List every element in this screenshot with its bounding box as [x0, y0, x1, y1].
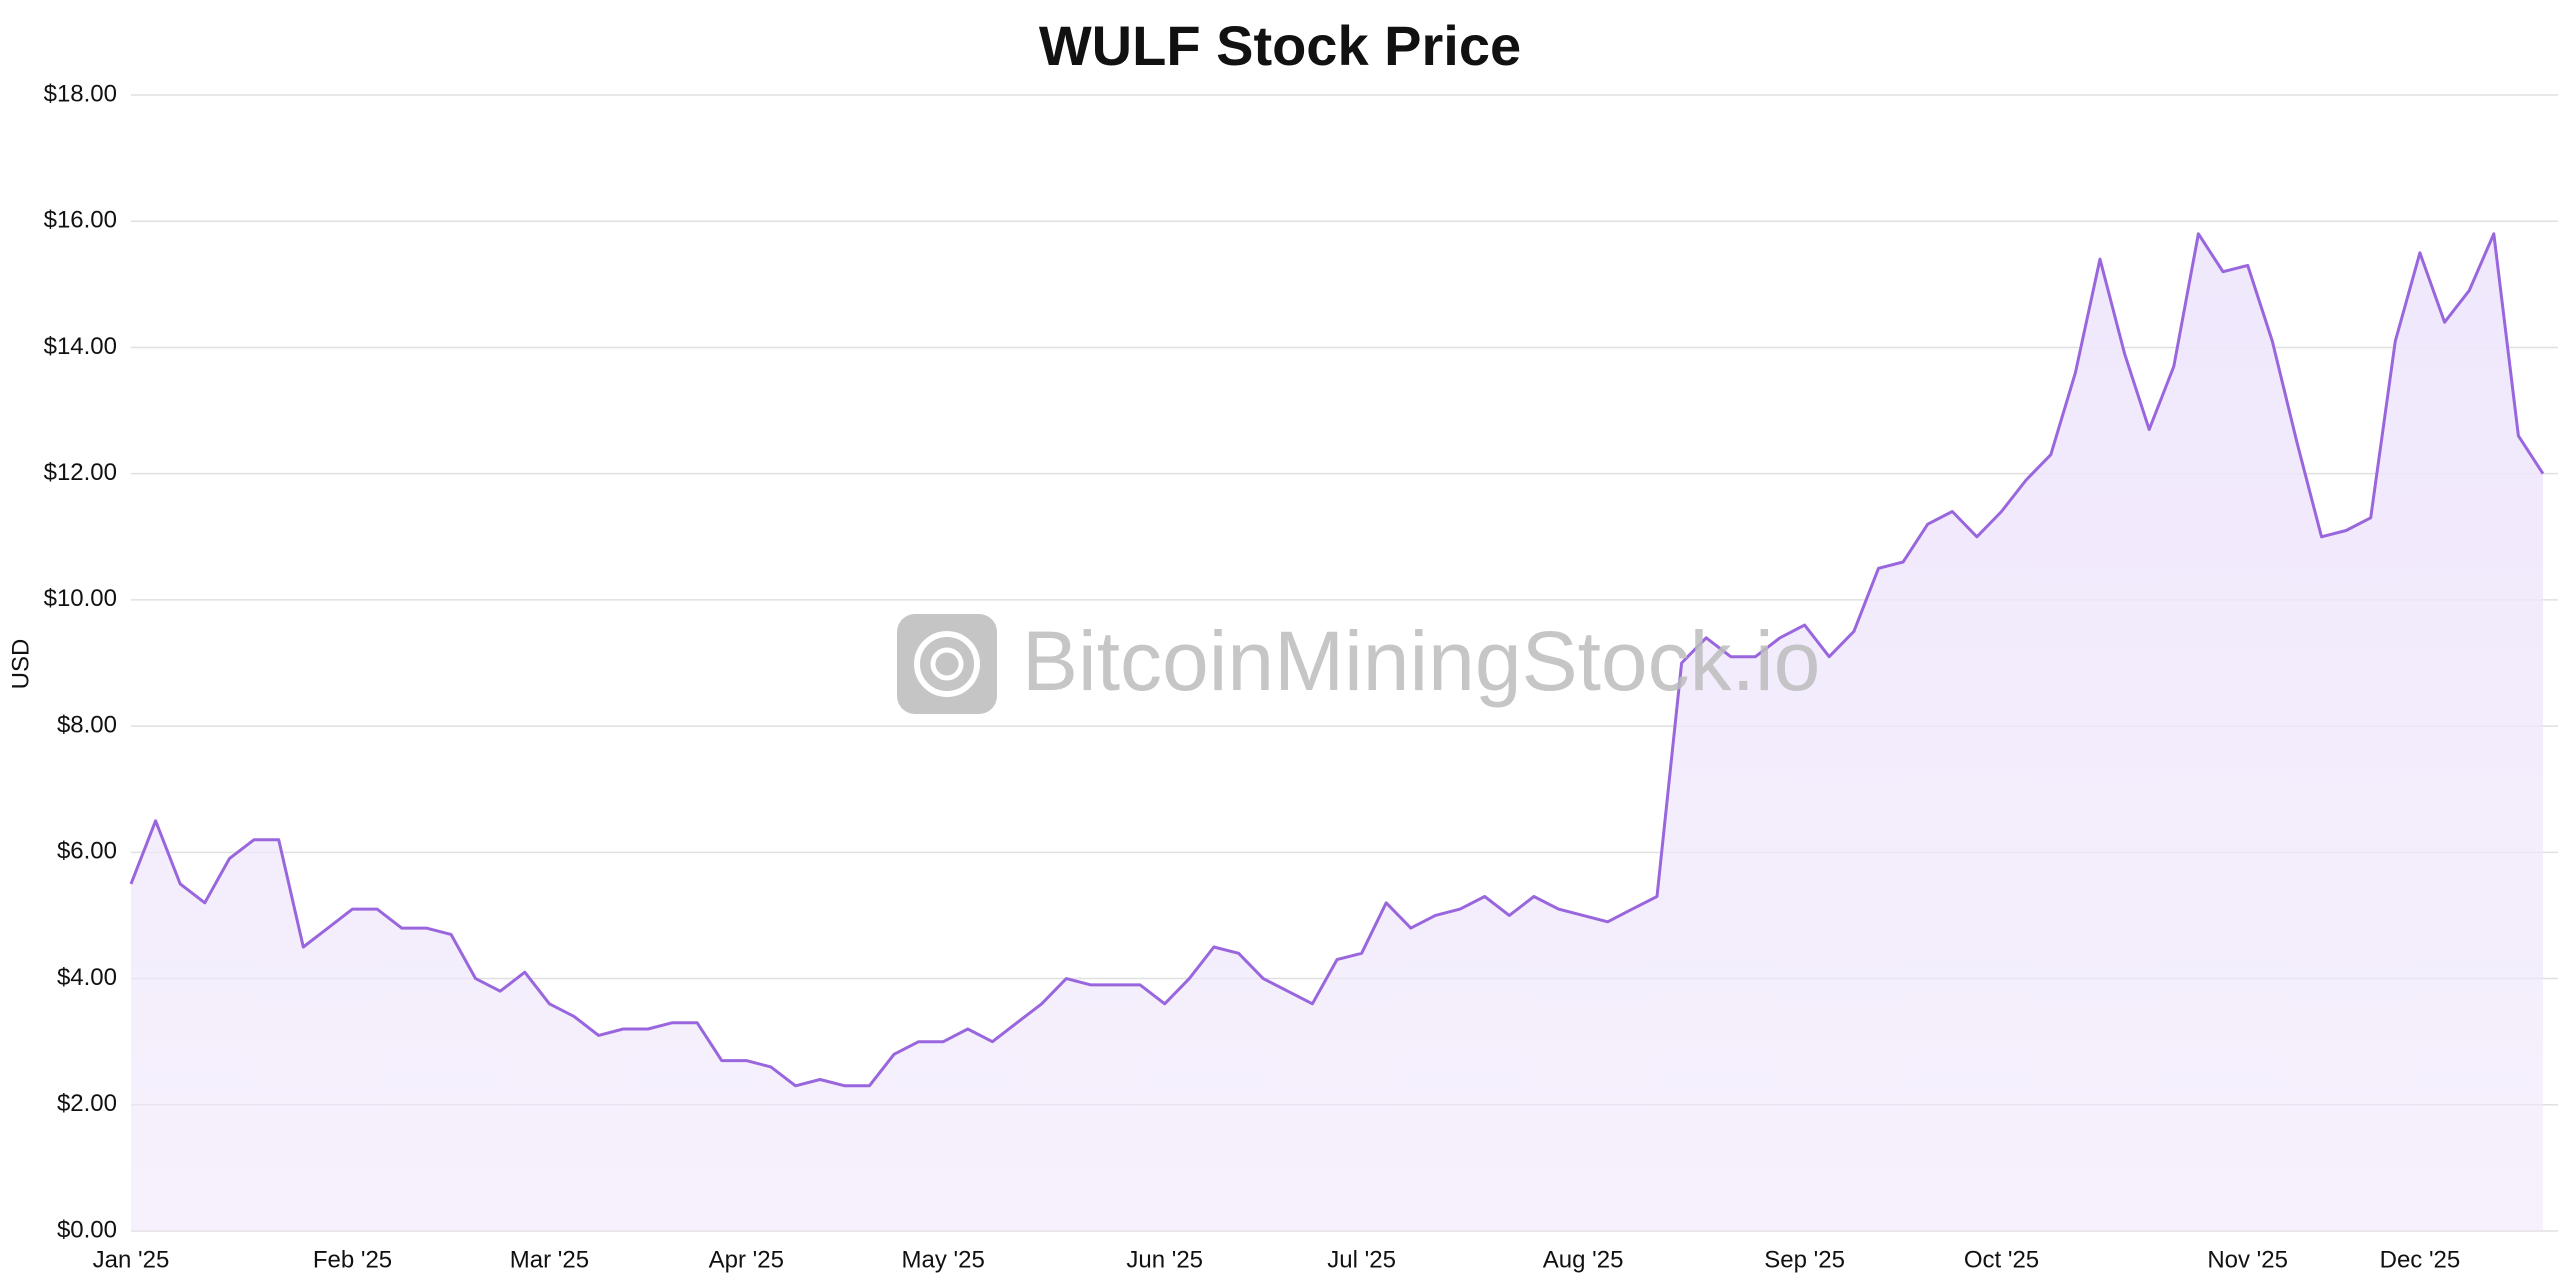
x-tick-label: Oct '25 [1964, 1246, 2039, 1273]
x-tick-label: Dec '25 [2380, 1246, 2461, 1273]
x-tick-label: Sep '25 [1764, 1246, 1845, 1273]
area [131, 233, 2543, 1232]
x-tick-label: May '25 [902, 1246, 985, 1273]
y-tick-label: $6.00 [57, 838, 117, 865]
x-tick-label: Mar '25 [510, 1246, 589, 1273]
marks [129, 232, 2545, 1232]
y-axis-label: USD [7, 639, 34, 690]
x-tick-label: Apr '25 [709, 1246, 784, 1273]
x-tick-label: Jan '25 [93, 1246, 170, 1273]
y-tick-label: $0.00 [57, 1216, 117, 1243]
x-tick-label: Feb '25 [313, 1246, 392, 1273]
y-tick-label: $4.00 [57, 964, 117, 991]
watermark-icon-ring [914, 631, 980, 697]
watermark: BitcoinMiningStock.io [897, 614, 1820, 714]
y-tick-label: $10.00 [44, 585, 117, 612]
x-tick-label: Jul '25 [1327, 1246, 1396, 1273]
y-tick-label: $16.00 [44, 207, 117, 234]
x-tick-label: Nov '25 [2207, 1246, 2288, 1273]
line [129, 232, 2545, 1088]
x-tick-label: Jun '25 [1126, 1246, 1203, 1273]
y-tick-label: $8.00 [57, 711, 117, 738]
watermark-text: BitcoinMiningStock.io [1022, 614, 1820, 708]
watermark-icon-core [930, 647, 964, 681]
y-tick-label: $18.00 [44, 80, 117, 107]
watermark-icon [897, 614, 997, 714]
y-tick-label: $2.00 [57, 1090, 117, 1117]
y-tick-label: $12.00 [44, 459, 117, 486]
y-tick-label: $14.00 [44, 333, 117, 360]
chart-title: WULF Stock Price [1039, 14, 1521, 77]
x-tick-label: Aug '25 [1543, 1246, 1624, 1273]
